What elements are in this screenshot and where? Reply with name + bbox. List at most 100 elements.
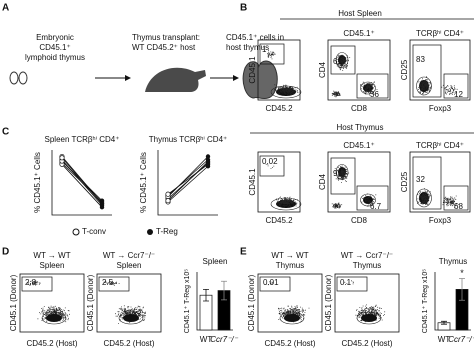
- gate-value: 1: [262, 45, 267, 54]
- gate-value: 61: [333, 57, 342, 66]
- donor-line: [61, 157, 103, 205]
- gate-value: 6.7: [370, 202, 382, 211]
- cell-events: [265, 281, 273, 286]
- cell-events: [26, 280, 41, 286]
- gate: [336, 276, 368, 292]
- error-bar: [221, 280, 227, 301]
- legend-swatch: [72, 228, 80, 236]
- plot-title: CD45.1⁺: [343, 29, 374, 38]
- gate-value: 91: [333, 169, 342, 178]
- cell-events: [331, 202, 343, 209]
- chart-title: Thymus: [439, 257, 467, 266]
- gate: [443, 73, 469, 99]
- axis-label: CD45.1: [248, 56, 257, 84]
- plot-title: TCRβʰⁱ CD4⁺: [416, 29, 464, 38]
- axis-label: CD45.1 (Donor): [86, 274, 95, 331]
- plot-frame: [409, 151, 471, 213]
- axis-label: CD45.2: [265, 104, 293, 113]
- gate: [21, 276, 53, 292]
- plot-frame: [334, 273, 400, 333]
- axes: [157, 150, 218, 216]
- section-title: Host Thymus: [337, 123, 384, 132]
- contour: [356, 311, 382, 325]
- legend-label: T-Reg: [156, 227, 178, 236]
- axis-label: CD8: [351, 104, 368, 113]
- axis-label: CD4: [318, 61, 327, 78]
- gate: [259, 276, 291, 292]
- cell-events: [103, 280, 120, 286]
- mouse: [145, 67, 206, 92]
- donor-line: [167, 163, 209, 195]
- section-title: Host Spleen: [338, 9, 382, 18]
- plot-frame: [96, 273, 162, 333]
- error-bar: [441, 320, 447, 325]
- axes: [51, 150, 112, 216]
- t-reg-point: [99, 201, 105, 207]
- cell-events: [265, 163, 275, 169]
- plot-frame: [19, 273, 85, 333]
- gate-value: 68: [454, 202, 463, 211]
- x-tick-label: WT: [200, 335, 213, 344]
- t-reg-point: [205, 162, 211, 167]
- axis-label: CD25: [400, 59, 409, 80]
- x-tick-label: WT: [438, 335, 451, 344]
- embryonic-thymus: [18, 71, 28, 85]
- cell-events: [442, 195, 460, 209]
- gate: [98, 276, 130, 292]
- significance: *: [460, 268, 464, 278]
- chart-title: Spleen TCRβʰⁱ CD4⁺: [45, 135, 120, 144]
- plot-title: Thymus: [276, 261, 304, 270]
- legend-label: T-conv: [82, 227, 106, 236]
- axis-label: Foxp3: [429, 104, 452, 113]
- axis-label: Foxp3: [429, 216, 452, 225]
- donor-line: [167, 156, 209, 198]
- y-axis-label: CD45.1⁺ T-Reg x10⁵: [422, 269, 429, 334]
- density-core: [361, 314, 377, 322]
- y-axis-label: % CD45.1⁺ Cells: [139, 152, 148, 213]
- axis-label: CD45.2 (Host): [264, 339, 315, 348]
- cell-events: [331, 90, 341, 98]
- gate-value: 2.5: [102, 278, 114, 287]
- plot-frame: [257, 151, 301, 213]
- contour: [360, 81, 376, 95]
- schematic: [9, 60, 278, 100]
- density-core: [46, 314, 62, 322]
- gate-value: 0.01: [263, 278, 279, 287]
- contour: [416, 188, 432, 208]
- cell-events: [275, 196, 298, 208]
- panel-label: B: [240, 3, 247, 14]
- label: CD45.1⁺: [39, 43, 70, 52]
- host-thymus: [242, 60, 278, 100]
- t-conv-point: [59, 155, 65, 161]
- gate-value: 36: [370, 90, 379, 99]
- axis-label: CD45.1 (Donor): [9, 274, 18, 331]
- plot-frame: [327, 39, 391, 101]
- cell-events: [267, 50, 276, 60]
- contour: [279, 311, 305, 325]
- panel-label: C: [2, 127, 9, 138]
- t-reg-point: [99, 198, 105, 203]
- label: Embryonic: [36, 33, 74, 42]
- plot-title: CD45.1⁺: [343, 141, 374, 150]
- cell-events: [274, 84, 299, 96]
- gate-value: 0.1: [340, 278, 352, 287]
- gate-value: 32: [416, 175, 425, 184]
- panel-label: E: [240, 247, 247, 258]
- axis-label: CD45.2 (Host): [26, 339, 77, 348]
- contour: [41, 311, 67, 325]
- cell-events: [418, 76, 432, 96]
- axis-label: CD45.1: [248, 168, 257, 196]
- donor-line: [167, 165, 209, 203]
- legend-swatch: [147, 229, 153, 235]
- axis-label: CD45.2: [265, 216, 293, 225]
- gate: [443, 185, 469, 211]
- plot-frame: [327, 151, 391, 213]
- plot-frame: [409, 39, 471, 101]
- cell-events: [417, 188, 431, 205]
- gate-value: 2.8: [25, 278, 37, 287]
- axis-label: CD4: [318, 173, 327, 190]
- axis-label: CD25: [400, 171, 409, 192]
- label: WT CD45.2⁺ host: [132, 43, 196, 52]
- donor-line: [61, 156, 103, 204]
